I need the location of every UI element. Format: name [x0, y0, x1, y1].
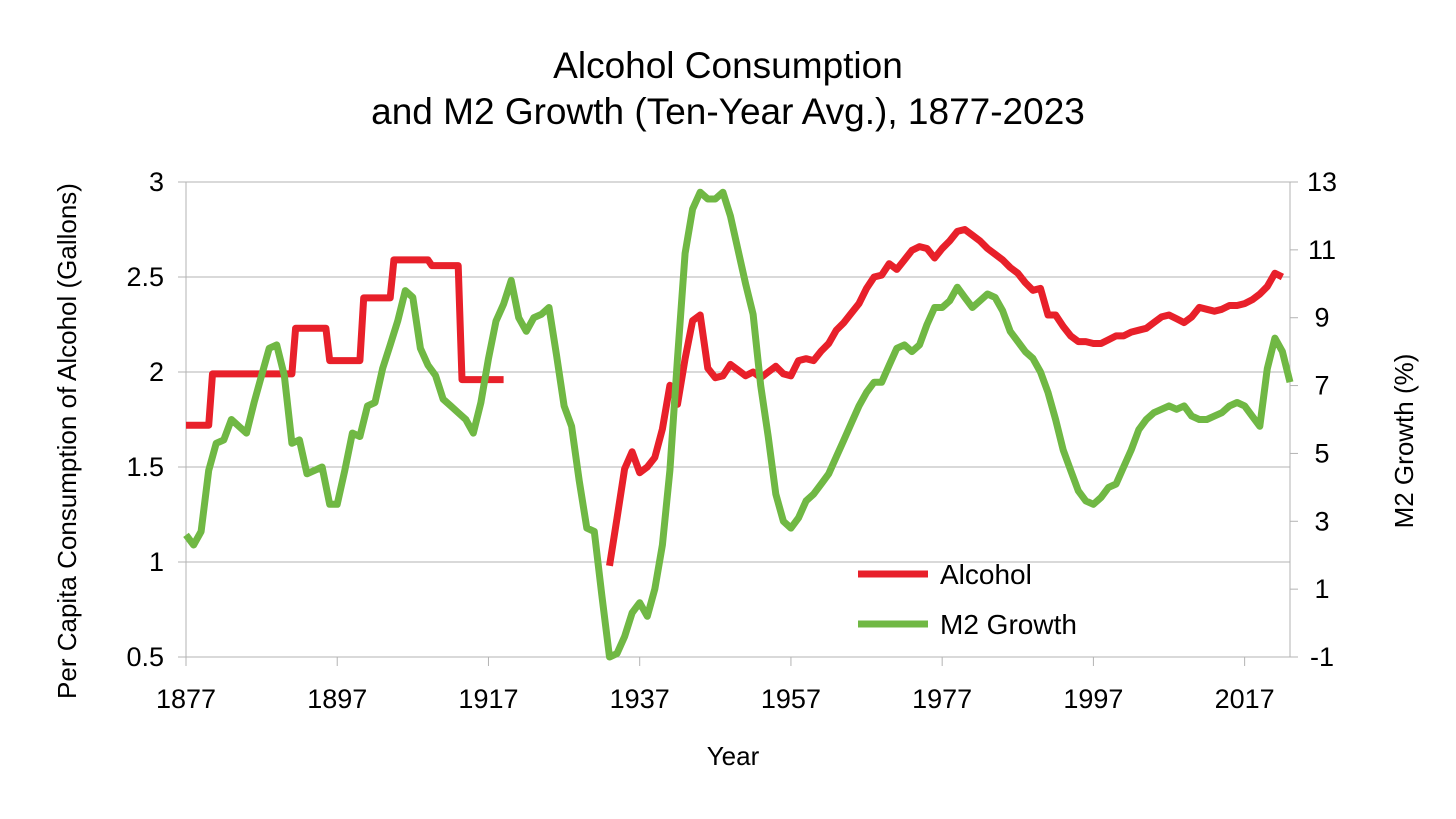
y-axis-label-right: M2 Growth (%)	[1389, 354, 1419, 529]
y-tick-label-left: 1	[149, 547, 164, 577]
x-tick-label: 1957	[761, 684, 821, 714]
y-tick-label-right: 5	[1314, 438, 1329, 468]
series-layer	[183, 188, 1294, 661]
x-tick-label: 1897	[307, 684, 367, 714]
legend-label-alcohol: Alcohol	[940, 559, 1032, 590]
x-axis-label: Year	[707, 741, 760, 771]
y-tick-label-right: 1	[1314, 574, 1329, 604]
x-tick-label: 1997	[1063, 684, 1123, 714]
y-tick-label-left: 0.5	[126, 642, 164, 672]
y-tick-label-left: 2	[149, 357, 164, 387]
y-tick-label-right: 11	[1308, 235, 1336, 265]
x-tick-label: 1937	[610, 684, 670, 714]
chart-title-line-1: Alcohol Consumption	[553, 45, 903, 86]
y-tick-label-right: 9	[1314, 303, 1329, 333]
legend-label-m2-growth: M2 Growth	[940, 609, 1077, 640]
y-tick-label-right: 3	[1314, 506, 1329, 536]
chart-title-line-2: and M2 Growth (Ten-Year Avg.), 1877-2023	[371, 91, 1085, 132]
legend: Alcohol M2 Growth	[858, 559, 1077, 640]
y-tick-label-right: -1	[1310, 642, 1334, 672]
series-line-m2-growth	[183, 188, 1294, 661]
x-tick-label: 1917	[458, 684, 518, 714]
y-axis-label-left: Per Capita Consumption of Alcohol (Gallo…	[52, 183, 82, 699]
y-tick-label-left: 1.5	[126, 452, 164, 482]
x-tick-label: 1877	[156, 684, 216, 714]
y-tick-label-left: 2.5	[126, 262, 164, 292]
series-line-alcohol	[186, 256, 504, 429]
x-tick-label: 1977	[912, 684, 972, 714]
y-tick-label-right: 7	[1314, 371, 1329, 401]
y-tick-label-left: 3	[149, 167, 164, 197]
series-line-alcohol	[606, 226, 1284, 567]
x-tick-label: 2017	[1215, 684, 1275, 714]
y-tick-label-right: 13	[1307, 167, 1337, 197]
